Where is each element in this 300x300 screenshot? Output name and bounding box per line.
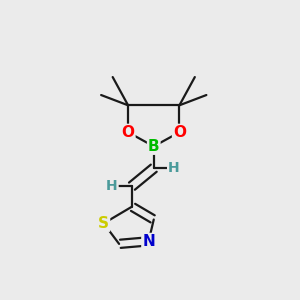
Text: H: H — [106, 179, 118, 193]
Text: S: S — [98, 216, 109, 231]
Text: N: N — [142, 234, 155, 249]
Text: B: B — [148, 139, 160, 154]
Text: O: O — [122, 125, 135, 140]
Text: H: H — [168, 161, 180, 175]
Text: O: O — [173, 125, 186, 140]
